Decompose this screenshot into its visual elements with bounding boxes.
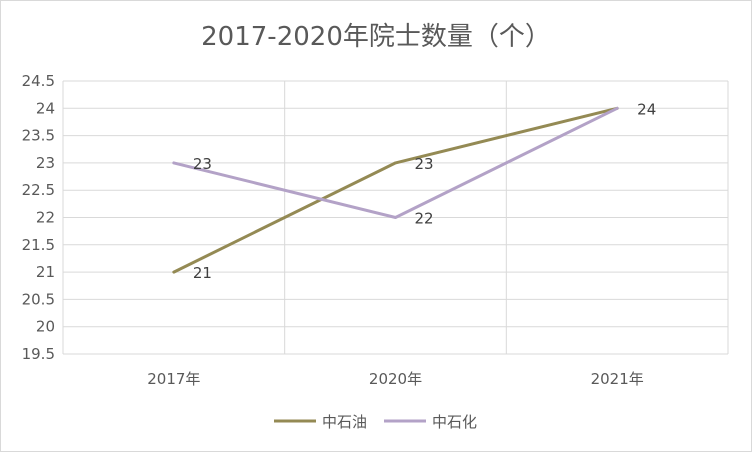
data-label: 23 xyxy=(193,155,212,173)
series-line-2 xyxy=(172,106,619,219)
data-labels: 21 23 24 23 22 xyxy=(193,100,656,282)
data-label: 23 xyxy=(415,155,434,173)
x-tick-label: 2017年 xyxy=(147,370,200,388)
legend-label: 中石化 xyxy=(432,413,477,431)
y-tick-label: 24 xyxy=(36,99,55,117)
data-label: 24 xyxy=(637,100,656,118)
x-tick-label: 2021年 xyxy=(591,370,644,388)
y-tick-label: 19.5 xyxy=(22,345,55,363)
y-tick-label: 21 xyxy=(36,263,55,281)
y-tick-label: 24.5 xyxy=(22,72,55,90)
series xyxy=(172,106,619,274)
data-label: 22 xyxy=(415,210,434,228)
legend: 中石油 中石化 xyxy=(274,413,477,431)
series-line-1 xyxy=(172,106,619,274)
y-tick-label: 20 xyxy=(36,318,55,336)
x-tick-label: 2020年 xyxy=(369,370,422,388)
y-tick-label: 23.5 xyxy=(22,127,55,145)
y-tick-label: 20.5 xyxy=(22,290,55,308)
y-tick-label: 21.5 xyxy=(22,236,55,254)
y-tick-label: 23 xyxy=(36,154,55,172)
legend-label: 中石油 xyxy=(322,413,367,431)
data-label: 21 xyxy=(193,264,212,282)
axes: 19.5 20 20.5 21 21.5 22 22.5 23 23.5 24 24.5 2017年 2… xyxy=(22,72,644,388)
y-tick-label: 22 xyxy=(36,209,55,227)
y-tick-label: 22.5 xyxy=(22,181,55,199)
chart-title: 2017-2020年院士数量（个） xyxy=(201,22,551,52)
